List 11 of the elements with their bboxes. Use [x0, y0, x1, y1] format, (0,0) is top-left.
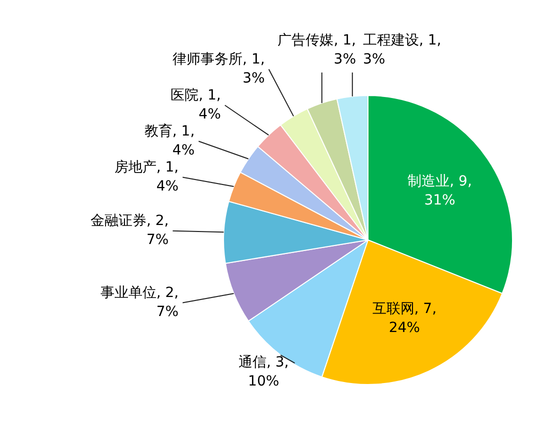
slice-label: 通信, 3, 10%	[238, 354, 289, 390]
slice-label: 医院, 1, 4%	[170, 87, 221, 122]
slice-label: 教育, 1, 4%	[144, 122, 195, 158]
slice-label: 制造业, 9, 31%	[408, 173, 472, 208]
slice-label: 房地产, 1, 4%	[114, 159, 179, 194]
slice-label: 律师事务所, 1, 3%	[172, 51, 265, 86]
slice-label: 事业单位, 2, 7%	[100, 284, 179, 320]
slice-label: 金融证券, 2, 7%	[90, 212, 169, 248]
slice-label: 工程建设, 1, 3%	[363, 32, 442, 68]
slice-label: 互联网, 7, 24%	[372, 300, 437, 336]
slice-label: 广告传媒, 1, 3%	[278, 32, 356, 68]
